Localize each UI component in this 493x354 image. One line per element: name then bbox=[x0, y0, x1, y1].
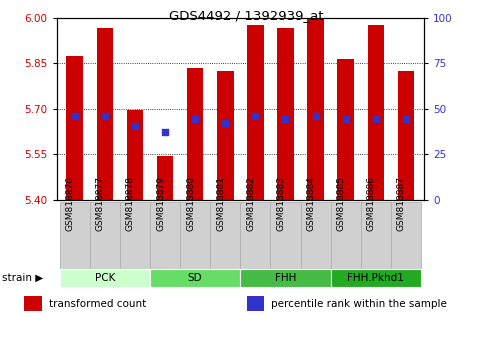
Text: GSM818883: GSM818883 bbox=[277, 176, 285, 231]
Bar bbox=[241, 202, 271, 269]
Bar bbox=[271, 202, 301, 269]
Point bbox=[402, 117, 410, 122]
Text: FHH: FHH bbox=[275, 273, 296, 283]
Point bbox=[282, 117, 289, 122]
Bar bbox=[157, 156, 174, 200]
Bar bbox=[277, 28, 294, 200]
Bar bbox=[60, 269, 150, 287]
Point bbox=[372, 117, 380, 122]
Bar bbox=[331, 202, 361, 269]
Bar bbox=[391, 202, 421, 269]
Point bbox=[191, 117, 199, 122]
Point bbox=[251, 114, 259, 119]
Bar bbox=[60, 202, 90, 269]
Bar bbox=[90, 202, 120, 269]
Text: GSM818880: GSM818880 bbox=[186, 176, 195, 231]
Bar bbox=[301, 202, 331, 269]
Text: GSM818887: GSM818887 bbox=[397, 176, 406, 231]
Bar bbox=[337, 59, 354, 200]
Bar bbox=[210, 202, 241, 269]
Text: GSM818885: GSM818885 bbox=[337, 176, 346, 231]
Bar bbox=[67, 56, 83, 200]
Bar bbox=[247, 25, 264, 200]
Bar bbox=[180, 202, 210, 269]
Bar bbox=[307, 18, 324, 200]
Bar bbox=[361, 202, 391, 269]
Text: GSM818878: GSM818878 bbox=[126, 176, 135, 231]
Point bbox=[221, 120, 229, 125]
Text: GSM818884: GSM818884 bbox=[307, 176, 316, 231]
Bar bbox=[368, 25, 384, 200]
Text: GSM818879: GSM818879 bbox=[156, 176, 165, 231]
Bar bbox=[246, 296, 264, 311]
Bar bbox=[187, 68, 204, 200]
Text: strain ▶: strain ▶ bbox=[2, 273, 44, 283]
Bar bbox=[331, 269, 421, 287]
Text: PCK: PCK bbox=[95, 273, 115, 283]
Text: GSM818882: GSM818882 bbox=[246, 176, 255, 231]
Text: transformed count: transformed count bbox=[49, 299, 146, 309]
Bar bbox=[97, 28, 113, 200]
Bar bbox=[241, 269, 331, 287]
Text: FHH.Pkhd1: FHH.Pkhd1 bbox=[348, 273, 404, 283]
Text: GSM818877: GSM818877 bbox=[96, 176, 105, 231]
Point bbox=[312, 114, 319, 119]
Point bbox=[161, 129, 169, 135]
Point bbox=[101, 114, 109, 119]
Text: GDS4492 / 1392939_at: GDS4492 / 1392939_at bbox=[169, 9, 324, 22]
Point bbox=[71, 114, 79, 119]
Bar bbox=[127, 110, 143, 200]
Text: GSM818876: GSM818876 bbox=[66, 176, 75, 231]
Text: GSM818886: GSM818886 bbox=[367, 176, 376, 231]
Text: percentile rank within the sample: percentile rank within the sample bbox=[271, 299, 447, 309]
Bar bbox=[398, 71, 414, 200]
Bar bbox=[120, 202, 150, 269]
Point bbox=[131, 123, 139, 129]
Bar bbox=[150, 202, 180, 269]
Point bbox=[342, 117, 350, 122]
Bar bbox=[150, 269, 241, 287]
Text: GSM818881: GSM818881 bbox=[216, 176, 225, 231]
Text: SD: SD bbox=[188, 273, 203, 283]
Bar bbox=[24, 296, 42, 311]
Bar bbox=[217, 71, 234, 200]
